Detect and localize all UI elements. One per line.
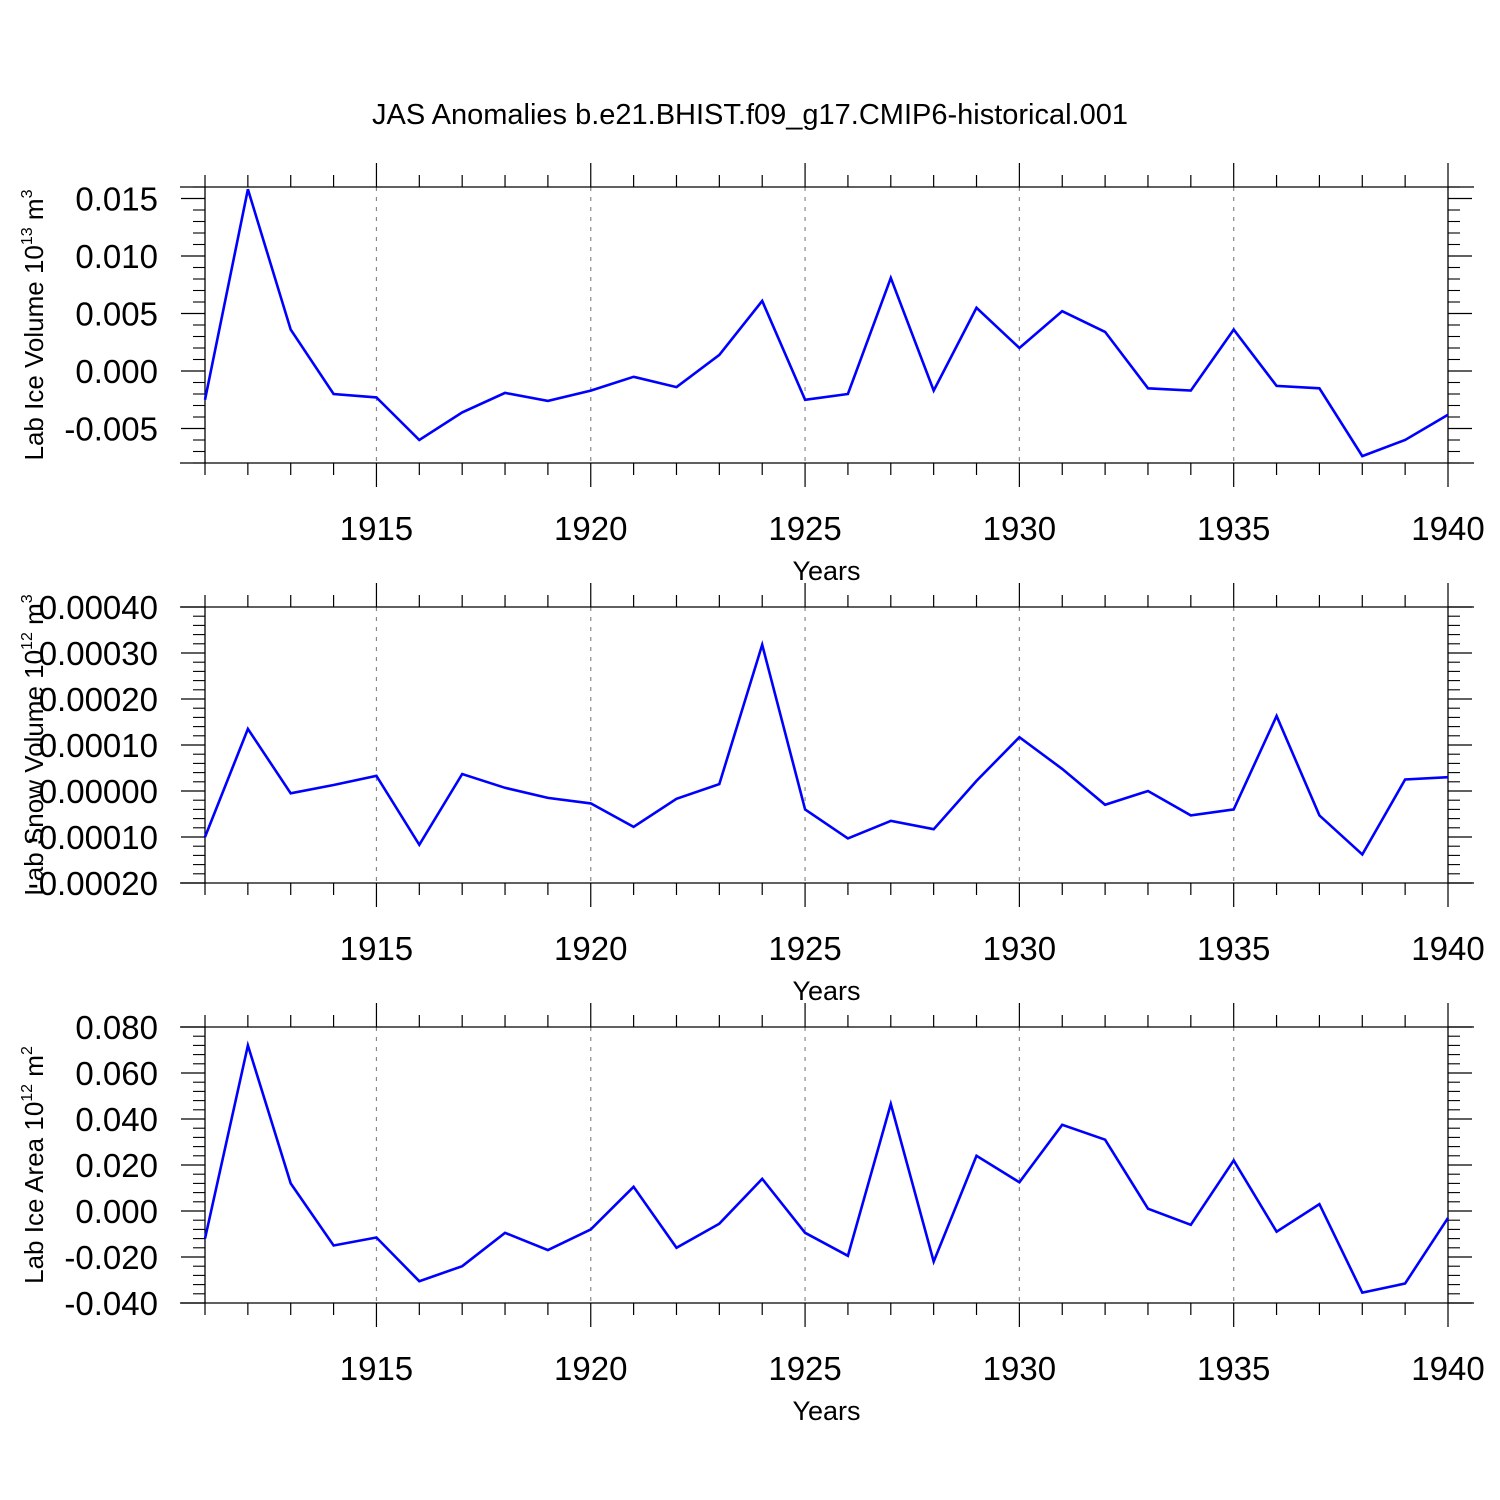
y-label-text: Lab Ice Volume 10 — [19, 245, 49, 460]
series-line — [203, 188, 1449, 458]
y-label-text: Lab Ice Area 10 — [19, 1102, 49, 1284]
x-tick-label: 1915 — [340, 930, 413, 967]
chart-title: JAS Anomalies b.e21.BHIST.f09_g17.CMIP6-… — [372, 99, 1128, 131]
y-tick-label: 0.00040 — [39, 589, 158, 626]
y-label-text: m — [19, 1055, 49, 1084]
y-tick-label: 0.010 — [75, 238, 158, 275]
y-tick-label: -0.020 — [64, 1239, 158, 1276]
y-tick-label: 0.040 — [75, 1101, 158, 1138]
y-tick-label: 0.015 — [75, 181, 158, 218]
x-tick-label: 1925 — [768, 930, 841, 967]
series-line — [203, 1040, 1450, 1295]
x-tick-label: 1930 — [983, 1350, 1056, 1387]
panel-1: 1915 1920 1925 1930 1935 1940 -0.005 0.000 0.005… — [19, 163, 1485, 586]
y-label-superscript: 3 — [19, 189, 36, 198]
y-tick-label: -0.00010 — [28, 819, 158, 856]
y-axis-label: Lab Ice Area 1012 m2 — [19, 1046, 49, 1284]
series-line — [203, 639, 1449, 857]
y-tick-label: 0.020 — [75, 1147, 158, 1184]
y-axis-label: Lab Ice Volume 1013 m3 — [19, 189, 49, 460]
x-tick-label: 1935 — [1197, 510, 1270, 547]
x-tick-label: 1920 — [554, 1350, 627, 1387]
x-tick-label: 1920 — [554, 510, 627, 547]
y-tick-label: 0.060 — [75, 1055, 158, 1092]
x-axis-label: Years — [792, 976, 860, 1006]
y-label-text: m — [19, 198, 49, 227]
y-label-superscript: 3 — [19, 594, 36, 603]
y-label-superscript: 2 — [19, 1046, 36, 1055]
y-tick-label: 0.000 — [75, 1193, 158, 1230]
y-axis-label: Lab Snow Volume 1012 m3 — [19, 594, 49, 895]
y-label-superscript: 13 — [19, 227, 36, 245]
x-tick-label: 1940 — [1411, 510, 1484, 547]
y-tick-label: 0.00010 — [39, 727, 158, 764]
y-tick-label: -0.040 — [64, 1285, 158, 1322]
x-axis-label: Years — [792, 556, 860, 586]
x-axis-label: Years — [792, 1396, 860, 1426]
y-tick-label: 0.080 — [75, 1009, 158, 1046]
x-tick-label: 1915 — [340, 510, 413, 547]
y-label-superscript: 12 — [19, 1084, 36, 1102]
y-label-text: m — [19, 603, 49, 632]
x-tick-label: 1935 — [1197, 1350, 1270, 1387]
panel-3: 1915 1920 1925 1930 1935 1940 -0.040 -0.020 0.00… — [19, 1003, 1485, 1426]
x-tick-label: 1930 — [983, 930, 1056, 967]
y-tick-label: -0.005 — [64, 411, 158, 448]
x-tick-label: 1915 — [340, 1350, 413, 1387]
x-tick-label: 1940 — [1411, 930, 1484, 967]
x-tick-label: 1920 — [554, 930, 627, 967]
panel-2: 1915 1920 1925 1930 1935 1940 -0.00020 -0.00010… — [19, 583, 1485, 1006]
y-label-superscript: 12 — [19, 632, 36, 650]
x-tick-label: 1940 — [1411, 1350, 1484, 1387]
y-tick-label: 0.00030 — [39, 635, 158, 672]
y-tick-label: 0.00000 — [39, 773, 158, 810]
y-tick-label: -0.00020 — [28, 865, 158, 902]
x-tick-label: 1930 — [983, 510, 1056, 547]
y-tick-label: 0.00020 — [39, 681, 158, 718]
y-label-text: Lab Snow Volume 10 — [19, 650, 49, 896]
x-tick-label: 1925 — [768, 1350, 841, 1387]
panels-group: 1915 1920 1925 1930 1935 1940 -0.005 0.000 0.005… — [19, 163, 1485, 1426]
x-tick-label: 1925 — [768, 510, 841, 547]
x-tick-label: 1935 — [1197, 930, 1270, 967]
y-tick-label: 0.000 — [75, 353, 158, 390]
y-tick-label: 0.005 — [75, 296, 158, 333]
